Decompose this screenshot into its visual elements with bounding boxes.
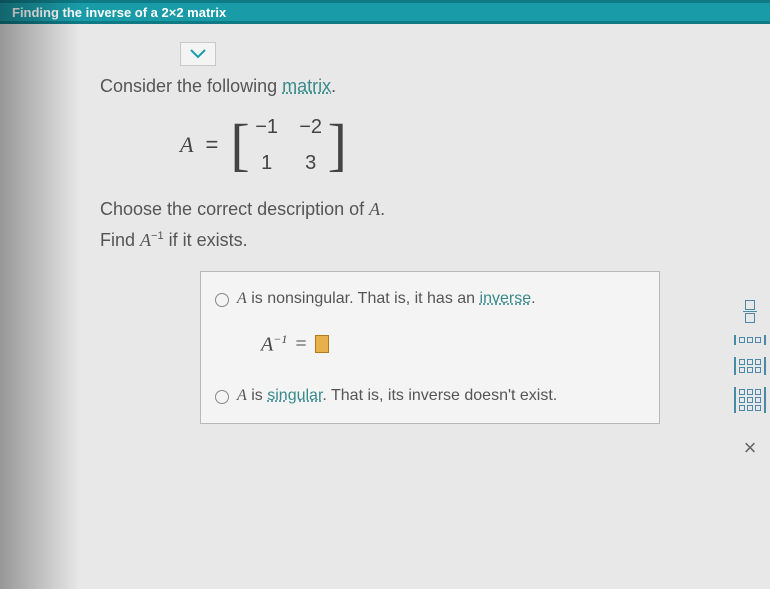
matrix-cells: −1 −2 1 3 — [250, 111, 328, 179]
radio-icon — [215, 293, 229, 307]
inv-equals: = — [295, 333, 306, 356]
matrix-term-link[interactable]: matrix — [282, 76, 331, 96]
tool-panel: × — [730, 300, 770, 461]
intro-prefix: Consider the following — [100, 76, 282, 96]
opt2-var: A — [237, 387, 247, 404]
choose-prefix: Choose the correct description of — [100, 199, 369, 219]
choose-var: A — [369, 199, 380, 219]
option-nonsingular[interactable]: A is nonsingular. That is, it has an inv… — [215, 290, 645, 308]
option-singular-text: A is singular. That is, its inverse does… — [237, 387, 557, 405]
fraction-tool[interactable] — [730, 300, 770, 323]
option-nonsingular-text: A is nonsingular. That is, it has an inv… — [237, 290, 536, 308]
header-bar: Finding the inverse of a 2×2 matrix — [0, 0, 770, 24]
answer-input-box[interactable] — [315, 335, 329, 353]
singular-term-link[interactable]: singular — [267, 387, 322, 404]
matrix-2x3-icon — [734, 357, 766, 375]
matrix-3x3-tool[interactable] — [730, 387, 770, 413]
matrix-display: [ −1 −2 1 3 ] — [230, 111, 347, 179]
find-suffix: if it exists. — [164, 230, 248, 250]
inv-var: A−1 — [261, 332, 287, 357]
cell-1-1: 3 — [294, 147, 328, 179]
inverse-term-link[interactable]: inverse — [480, 290, 532, 307]
inverse-equation: A−1 = — [261, 332, 645, 357]
option-singular[interactable]: A is singular. That is, its inverse does… — [215, 387, 645, 405]
choose-text: Choose the correct description of A. — [100, 199, 670, 220]
matrix-2x3-tool[interactable] — [730, 357, 770, 375]
matrix-equation: A = [ −1 −2 1 3 ] — [180, 111, 670, 179]
opt1-var: A — [237, 290, 247, 307]
cell-0-0: −1 — [250, 111, 284, 143]
question-content: Consider the following matrix. A = [ −1 … — [0, 24, 770, 436]
cell-1-0: 1 — [250, 147, 284, 179]
matrix-3x3-icon — [734, 387, 766, 413]
fraction-icon — [743, 300, 757, 323]
intro-suffix: . — [331, 76, 336, 96]
right-bracket: ] — [328, 119, 347, 171]
close-icon: × — [744, 435, 757, 461]
collapse-button[interactable] — [180, 42, 216, 66]
cell-0-1: −2 — [294, 111, 328, 143]
find-exp: −1 — [151, 230, 164, 242]
opt2-suffix: . That is, its inverse doesn't exist. — [322, 387, 557, 404]
left-bracket: [ — [230, 119, 249, 171]
answer-box: A is nonsingular. That is, it has an inv… — [200, 271, 660, 424]
matrix-1x3-tool[interactable] — [730, 335, 770, 345]
opt1-mid: is nonsingular. That is, it has an — [247, 290, 480, 307]
chevron-down-icon — [190, 49, 206, 59]
opt1-suffix: . — [531, 290, 535, 307]
intro-text: Consider the following matrix. — [100, 76, 670, 97]
choose-suffix: . — [380, 199, 385, 219]
close-tool[interactable]: × — [730, 435, 770, 461]
opt2-mid: is — [247, 387, 267, 404]
header-title: Finding the inverse of a 2×2 matrix — [12, 5, 226, 20]
matrix-var: A — [180, 132, 193, 158]
matrix-1x3-icon — [734, 335, 766, 345]
find-var: A — [140, 230, 151, 250]
find-prefix: Find — [100, 230, 140, 250]
equals-sign: = — [205, 132, 218, 158]
find-text: Find A−1 if it exists. — [100, 230, 670, 251]
radio-icon — [215, 390, 229, 404]
